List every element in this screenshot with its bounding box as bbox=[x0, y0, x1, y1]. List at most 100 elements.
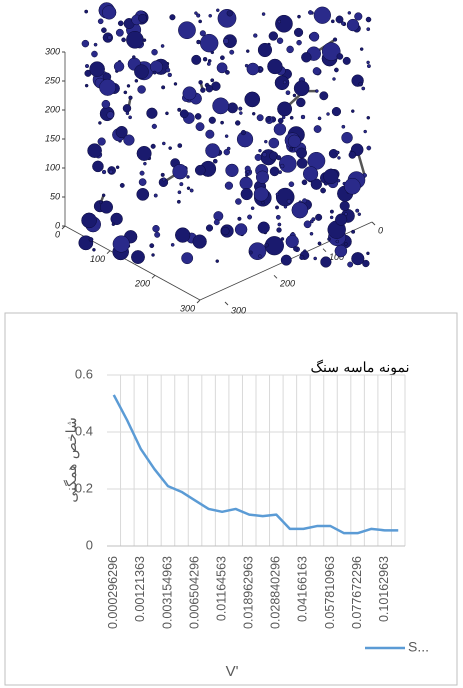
pore-sphere bbox=[334, 244, 348, 258]
pore-sphere bbox=[329, 209, 334, 214]
pore-sphere bbox=[84, 9, 89, 14]
z-tick-label: 250 bbox=[44, 75, 60, 85]
pore-sphere bbox=[181, 252, 194, 265]
y-tick bbox=[371, 221, 376, 226]
pore-sphere bbox=[165, 111, 169, 116]
pore-sphere bbox=[151, 123, 157, 129]
pore-sphere bbox=[308, 10, 313, 15]
pore-sphere bbox=[234, 223, 248, 236]
pore-sphere bbox=[256, 114, 264, 122]
pore-sphere bbox=[97, 137, 106, 146]
y-tick bbox=[273, 274, 278, 279]
pore-sphere bbox=[253, 186, 269, 202]
pore-sphere bbox=[226, 10, 233, 17]
z-tick-label: 200 bbox=[44, 104, 60, 114]
pore-sphere bbox=[117, 20, 124, 27]
pore-sphere bbox=[244, 63, 249, 68]
pore-sphere bbox=[226, 146, 231, 151]
pore-sphere bbox=[247, 214, 253, 220]
y-tick-label: 0.6 bbox=[75, 366, 93, 381]
pore-sphere bbox=[332, 37, 338, 42]
pore-sphere bbox=[179, 109, 189, 119]
pore-sphere bbox=[293, 246, 299, 252]
pore-sphere bbox=[348, 151, 357, 159]
pore-sphere bbox=[81, 39, 90, 48]
pore-sphere bbox=[165, 67, 171, 73]
pore-sphere bbox=[276, 155, 282, 161]
pore-sphere bbox=[123, 90, 128, 95]
pore-sphere bbox=[246, 170, 250, 174]
x-tick-label: 0.00121363 bbox=[133, 556, 147, 622]
pore-sphere bbox=[287, 134, 301, 148]
pore-sphere bbox=[275, 214, 281, 220]
pore-sphere bbox=[138, 13, 147, 23]
pore-sphere bbox=[119, 182, 125, 188]
pore-sphere bbox=[143, 161, 147, 166]
pore-sphere bbox=[161, 177, 166, 182]
y-axis-label: شاخص همگنی bbox=[63, 417, 80, 502]
pore-sphere bbox=[128, 115, 132, 120]
pore-sphere bbox=[251, 111, 256, 116]
pore-sphere bbox=[134, 64, 149, 80]
pore-sphere bbox=[115, 165, 120, 170]
pore-sphere bbox=[335, 213, 348, 226]
pore-sphere bbox=[280, 237, 285, 241]
pore-sphere bbox=[296, 147, 308, 159]
pore-sphere bbox=[191, 54, 202, 65]
pore-sphere bbox=[122, 104, 132, 113]
pore-sphere bbox=[84, 64, 90, 69]
pore-sphere bbox=[336, 178, 341, 183]
pore-sphere bbox=[344, 242, 348, 246]
pore-sphere bbox=[331, 106, 342, 117]
pore-sphere bbox=[194, 164, 206, 176]
pore-sphere bbox=[199, 30, 206, 37]
line-chart: نمونه ماسه سنگ شاخص همگنی V' 0 0.2 0.4 0.6 0… bbox=[63, 359, 429, 680]
pore-sphere bbox=[253, 33, 258, 38]
pore-sphere bbox=[286, 198, 292, 204]
pore-sphere bbox=[126, 84, 131, 88]
pore-sphere bbox=[182, 86, 197, 101]
pore-sphere bbox=[101, 169, 107, 175]
pore-sphere bbox=[361, 86, 366, 91]
pore-sphere bbox=[137, 85, 146, 94]
pore-sphere bbox=[282, 80, 287, 85]
pore-sphere bbox=[358, 81, 363, 87]
pore-sphere bbox=[351, 252, 365, 266]
pore-sphere bbox=[280, 254, 292, 266]
pore-sphere bbox=[115, 28, 124, 37]
pore-sphere bbox=[167, 72, 172, 78]
pore-sphere bbox=[220, 120, 224, 125]
pore-sphere bbox=[99, 78, 117, 96]
pore-sphere bbox=[123, 134, 135, 146]
x-tick-label: 0.006504296 bbox=[187, 556, 201, 629]
pore-sphere bbox=[93, 42, 98, 47]
y-tick-label: 0.4 bbox=[75, 423, 93, 438]
pore-sphere bbox=[202, 56, 208, 62]
pore-sphere bbox=[339, 200, 350, 211]
pore-sphere bbox=[346, 18, 360, 32]
pore-sphere bbox=[223, 148, 230, 156]
pore-sphere bbox=[138, 178, 147, 186]
pore-sphere bbox=[195, 122, 205, 132]
pore-sphere bbox=[291, 201, 309, 219]
pore-sphere bbox=[153, 193, 158, 198]
pore-sphere bbox=[215, 259, 220, 263]
series-line bbox=[112, 394, 399, 535]
pore-sphere bbox=[351, 109, 355, 113]
pore-sphere bbox=[293, 27, 304, 37]
pore-sphere bbox=[128, 95, 133, 100]
y-tick-label: 200 bbox=[279, 279, 295, 289]
x-tick bbox=[151, 274, 156, 279]
pore-sphere bbox=[199, 33, 219, 53]
pore-sphere bbox=[366, 251, 370, 256]
pore-sphere bbox=[205, 143, 221, 159]
y-tick-label: 0 bbox=[86, 537, 93, 552]
pore-sphere bbox=[303, 220, 312, 229]
x-tick bbox=[196, 299, 201, 304]
pore-sphere bbox=[244, 91, 261, 108]
pore-sphere bbox=[335, 15, 344, 24]
pore-sphere bbox=[317, 116, 322, 121]
pore-sphere bbox=[194, 113, 202, 120]
pore-sphere bbox=[278, 155, 297, 173]
pore-sphere bbox=[275, 192, 280, 197]
